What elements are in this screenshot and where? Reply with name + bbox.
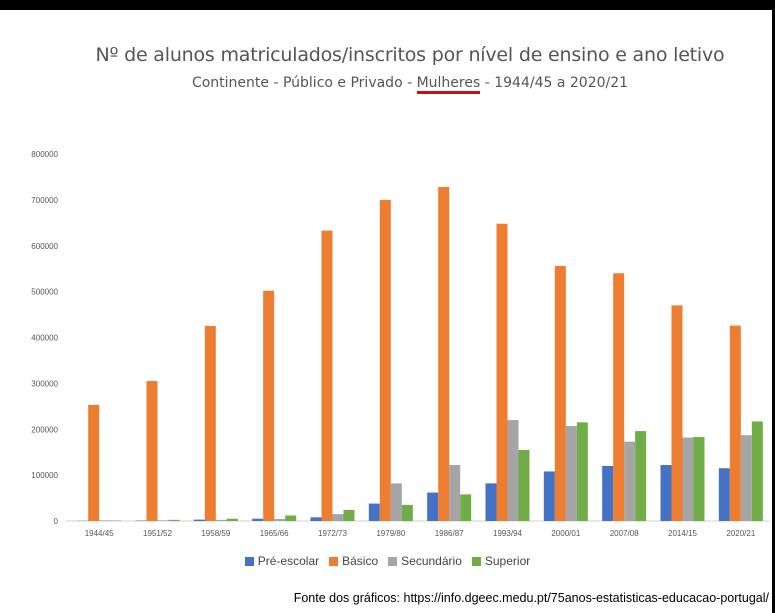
bar-superior-9 bbox=[635, 431, 647, 521]
bar-b-sico-6 bbox=[438, 187, 450, 521]
y-tick-label: 300000 bbox=[31, 379, 58, 388]
bar-b-sico-7 bbox=[496, 223, 508, 522]
bar-superior-6 bbox=[460, 494, 472, 521]
bar-secund-rio-2 bbox=[215, 519, 227, 521]
legend-swatch bbox=[329, 556, 339, 566]
x-tick-label: 2014/15 bbox=[668, 529, 697, 538]
bar-pr-escolar-8 bbox=[543, 471, 555, 521]
x-tick-label: 1986/87 bbox=[435, 529, 464, 538]
x-tick-label: 1972/73 bbox=[318, 529, 347, 538]
subtitle-highlight: Mulheres bbox=[416, 75, 481, 94]
bar-secund-rio-7 bbox=[507, 420, 519, 521]
bar-superior-4 bbox=[343, 509, 355, 521]
x-tick-label: 1944/45 bbox=[85, 529, 114, 538]
x-tick-label: 1979/80 bbox=[376, 529, 405, 538]
y-tick-label: 800000 bbox=[31, 150, 58, 159]
x-tick-label: 2020/21 bbox=[726, 529, 755, 538]
bar-secund-rio-3 bbox=[274, 518, 286, 521]
legend-item: Secundário bbox=[388, 554, 462, 568]
bar-pr-escolar-10 bbox=[660, 465, 672, 521]
legend-swatch bbox=[471, 556, 481, 566]
legend-label: Secundário bbox=[401, 554, 462, 568]
bar-b-sico-1 bbox=[146, 381, 158, 521]
subtitle-prefix: Continente - Público e Privado - bbox=[191, 75, 417, 91]
bar-pr-escolar-2 bbox=[193, 519, 205, 521]
x-tick-label: 1951/52 bbox=[143, 529, 172, 538]
y-tick-label: 500000 bbox=[31, 288, 58, 297]
bar-superior-2 bbox=[226, 518, 238, 521]
bar-b-sico-4 bbox=[321, 230, 333, 522]
legend-label: Pré-escolar bbox=[257, 554, 320, 568]
legend-item: Básico bbox=[329, 554, 378, 568]
bar-pr-escolar-3 bbox=[252, 518, 264, 521]
bar-pr-escolar-5 bbox=[368, 503, 380, 521]
bar-secund-rio-8 bbox=[565, 426, 577, 521]
bar-pr-escolar-6 bbox=[427, 492, 439, 521]
bar-b-sico-2 bbox=[204, 326, 216, 521]
bar-b-sico-8 bbox=[554, 265, 566, 521]
bar-secund-rio-9 bbox=[624, 441, 636, 521]
y-tick-label: 600000 bbox=[31, 242, 58, 251]
x-tick-label: 2000/01 bbox=[551, 529, 580, 538]
bar-b-sico-11 bbox=[729, 325, 741, 521]
bar-pr-escolar-4 bbox=[310, 517, 322, 521]
x-tick-label: 2007/08 bbox=[610, 529, 639, 538]
bar-superior-8 bbox=[576, 422, 588, 521]
bar-secund-rio-1 bbox=[157, 520, 169, 521]
chart-subtitle: Continente - Público e Privado - Mulhere… bbox=[60, 75, 760, 94]
x-tick-label: 1958/59 bbox=[201, 529, 230, 538]
bar-superior-10 bbox=[693, 437, 705, 521]
bar-superior-11 bbox=[751, 421, 763, 521]
legend-label: Superior bbox=[484, 554, 531, 568]
chart-title: Nº de alunos matriculados/inscritos por … bbox=[95, 44, 725, 66]
y-tick-label: 200000 bbox=[31, 425, 58, 434]
y-tick-label: 700000 bbox=[31, 196, 58, 205]
bar-superior-7 bbox=[518, 449, 530, 521]
bar-b-sico-0 bbox=[88, 404, 100, 521]
legend-swatch bbox=[244, 556, 254, 566]
bar-b-sico-9 bbox=[613, 273, 625, 521]
y-tick-label: 400000 bbox=[31, 334, 58, 343]
right-border bbox=[772, 0, 775, 613]
top-border bbox=[0, 0, 775, 10]
x-tick-label: 1965/66 bbox=[260, 529, 289, 538]
bar-pr-escolar-11 bbox=[718, 468, 730, 521]
legend-label: Básico bbox=[342, 554, 379, 568]
bar-secund-rio-0 bbox=[99, 520, 111, 521]
bar-b-sico-10 bbox=[671, 305, 683, 521]
bar-secund-rio-6 bbox=[449, 465, 461, 521]
bar-superior-5 bbox=[401, 504, 413, 521]
bar-secund-rio-5 bbox=[390, 483, 402, 521]
bar-b-sico-5 bbox=[379, 199, 391, 522]
chart-legend: Pré-escolar Básico Secundário Superior bbox=[0, 554, 775, 569]
x-tick-label: 1993/94 bbox=[493, 529, 522, 538]
bar-pr-escolar-9 bbox=[602, 465, 614, 521]
bar-secund-rio-11 bbox=[740, 435, 752, 521]
y-tick-label: 0 bbox=[54, 517, 59, 526]
bar-b-sico-3 bbox=[263, 290, 275, 521]
legend-item: Superior bbox=[471, 554, 531, 568]
bar-superior-3 bbox=[285, 515, 297, 521]
bar-secund-rio-4 bbox=[332, 514, 344, 521]
bar-pr-escolar-7 bbox=[485, 483, 497, 521]
legend-swatch bbox=[388, 556, 398, 566]
subtitle-suffix: - 1944/45 a 2020/21 bbox=[480, 75, 629, 91]
bar-superior-1 bbox=[168, 519, 180, 521]
bar-secund-rio-10 bbox=[682, 437, 694, 521]
y-tick-label: 100000 bbox=[31, 471, 58, 480]
legend-item: Pré-escolar bbox=[244, 554, 320, 568]
source-note: Fonte dos gráficos: https://info.dgeec.m… bbox=[293, 591, 769, 605]
